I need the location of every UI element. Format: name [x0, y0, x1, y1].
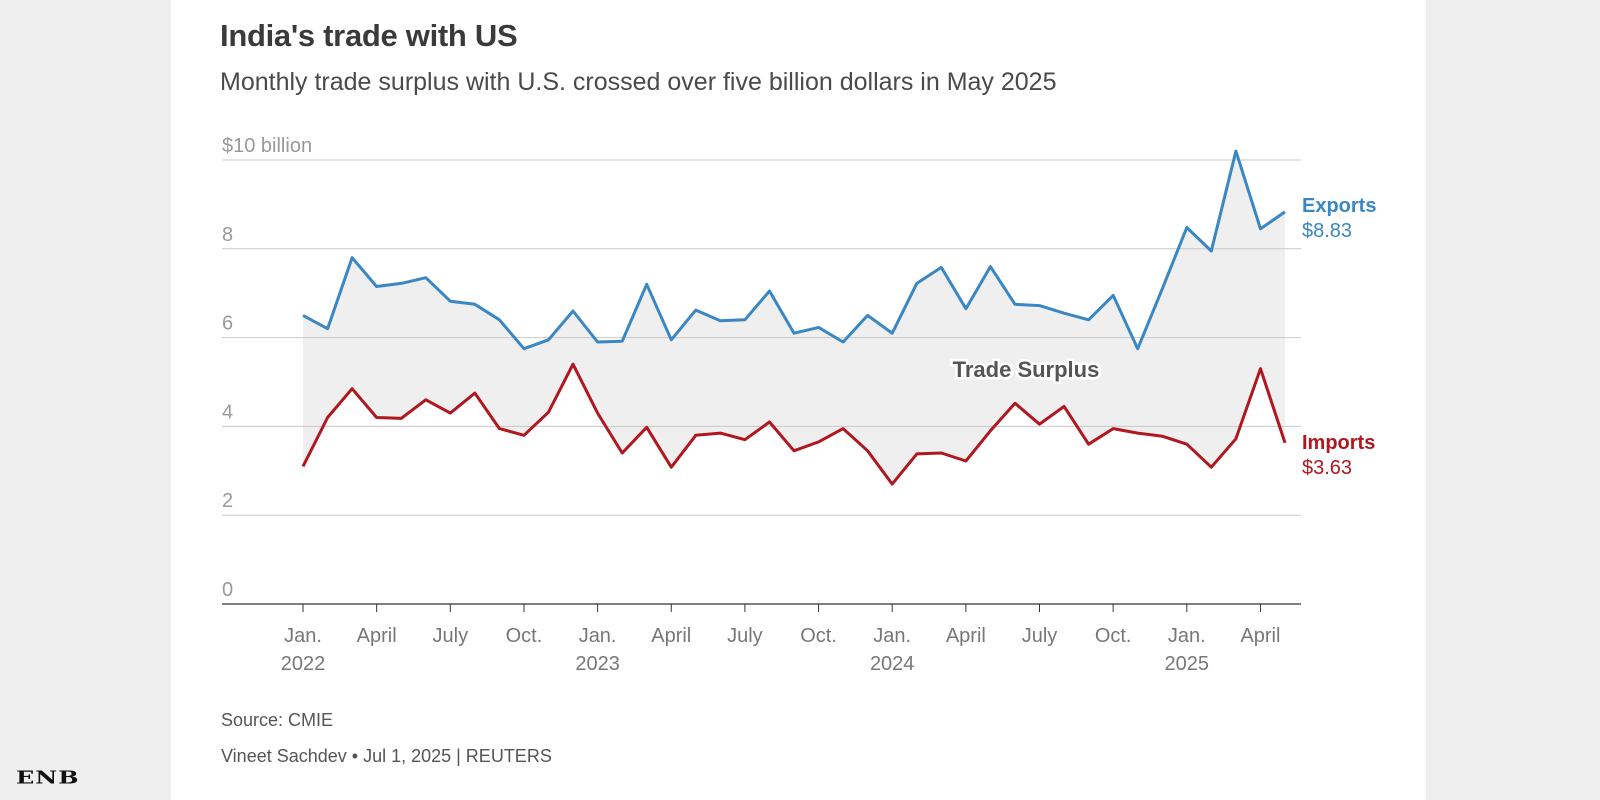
y-tick-label: 0	[222, 579, 233, 601]
x-tick-year-label: 2023	[575, 653, 620, 675]
chart-title: India's trade with US	[220, 18, 518, 53]
trade-surplus-annotation: Trade Surplus	[953, 357, 1100, 382]
exports-line	[302, 149, 1286, 351]
enb-logo: ENB	[16, 766, 80, 788]
x-tick-label: April	[651, 625, 691, 647]
x-tick-label: Jan.	[873, 625, 911, 647]
imports-latest-value: $3.63	[1302, 457, 1352, 479]
x-tick-label: Oct.	[1095, 625, 1132, 647]
x-tick-label: Jan.	[1168, 625, 1206, 647]
y-tick-label: $10 billion	[222, 135, 312, 157]
x-tick-year-label: 2025	[1165, 653, 1210, 675]
imports-series-label: Imports	[1302, 432, 1375, 454]
exports-series-label: Exports	[1302, 195, 1376, 217]
x-tick-label: July	[1022, 625, 1058, 647]
y-tick-label: 4	[222, 401, 233, 423]
y-tick-label: 6	[222, 313, 233, 335]
x-tick-label: April	[1240, 625, 1280, 647]
imports-line	[301, 362, 1287, 486]
source-note: Source: CMIE	[221, 710, 334, 730]
x-tick-label: April	[357, 625, 397, 647]
x-tick-label: April	[946, 625, 986, 647]
x-tick-year-label: 2022	[281, 653, 326, 675]
x-tick-label: July	[727, 625, 763, 647]
exports-latest-value: $8.83	[1302, 220, 1352, 242]
y-tick-label: 8	[222, 224, 233, 246]
x-tick-label: Oct.	[506, 625, 543, 647]
x-tick-year-label: 2024	[870, 653, 915, 675]
y-tick-label: 2	[222, 490, 233, 512]
x-tick-label: Jan.	[284, 625, 322, 647]
byline: Vineet Sachdev • Jul 1, 2025 | REUTERS	[221, 746, 552, 766]
x-tick-label: Oct.	[800, 625, 837, 647]
chart-subtitle: Monthly trade surplus with U.S. crossed …	[220, 68, 1057, 96]
trade-surplus-area	[303, 151, 1285, 485]
x-tick-label: July	[433, 625, 469, 647]
x-tick-label: Jan.	[579, 625, 617, 647]
